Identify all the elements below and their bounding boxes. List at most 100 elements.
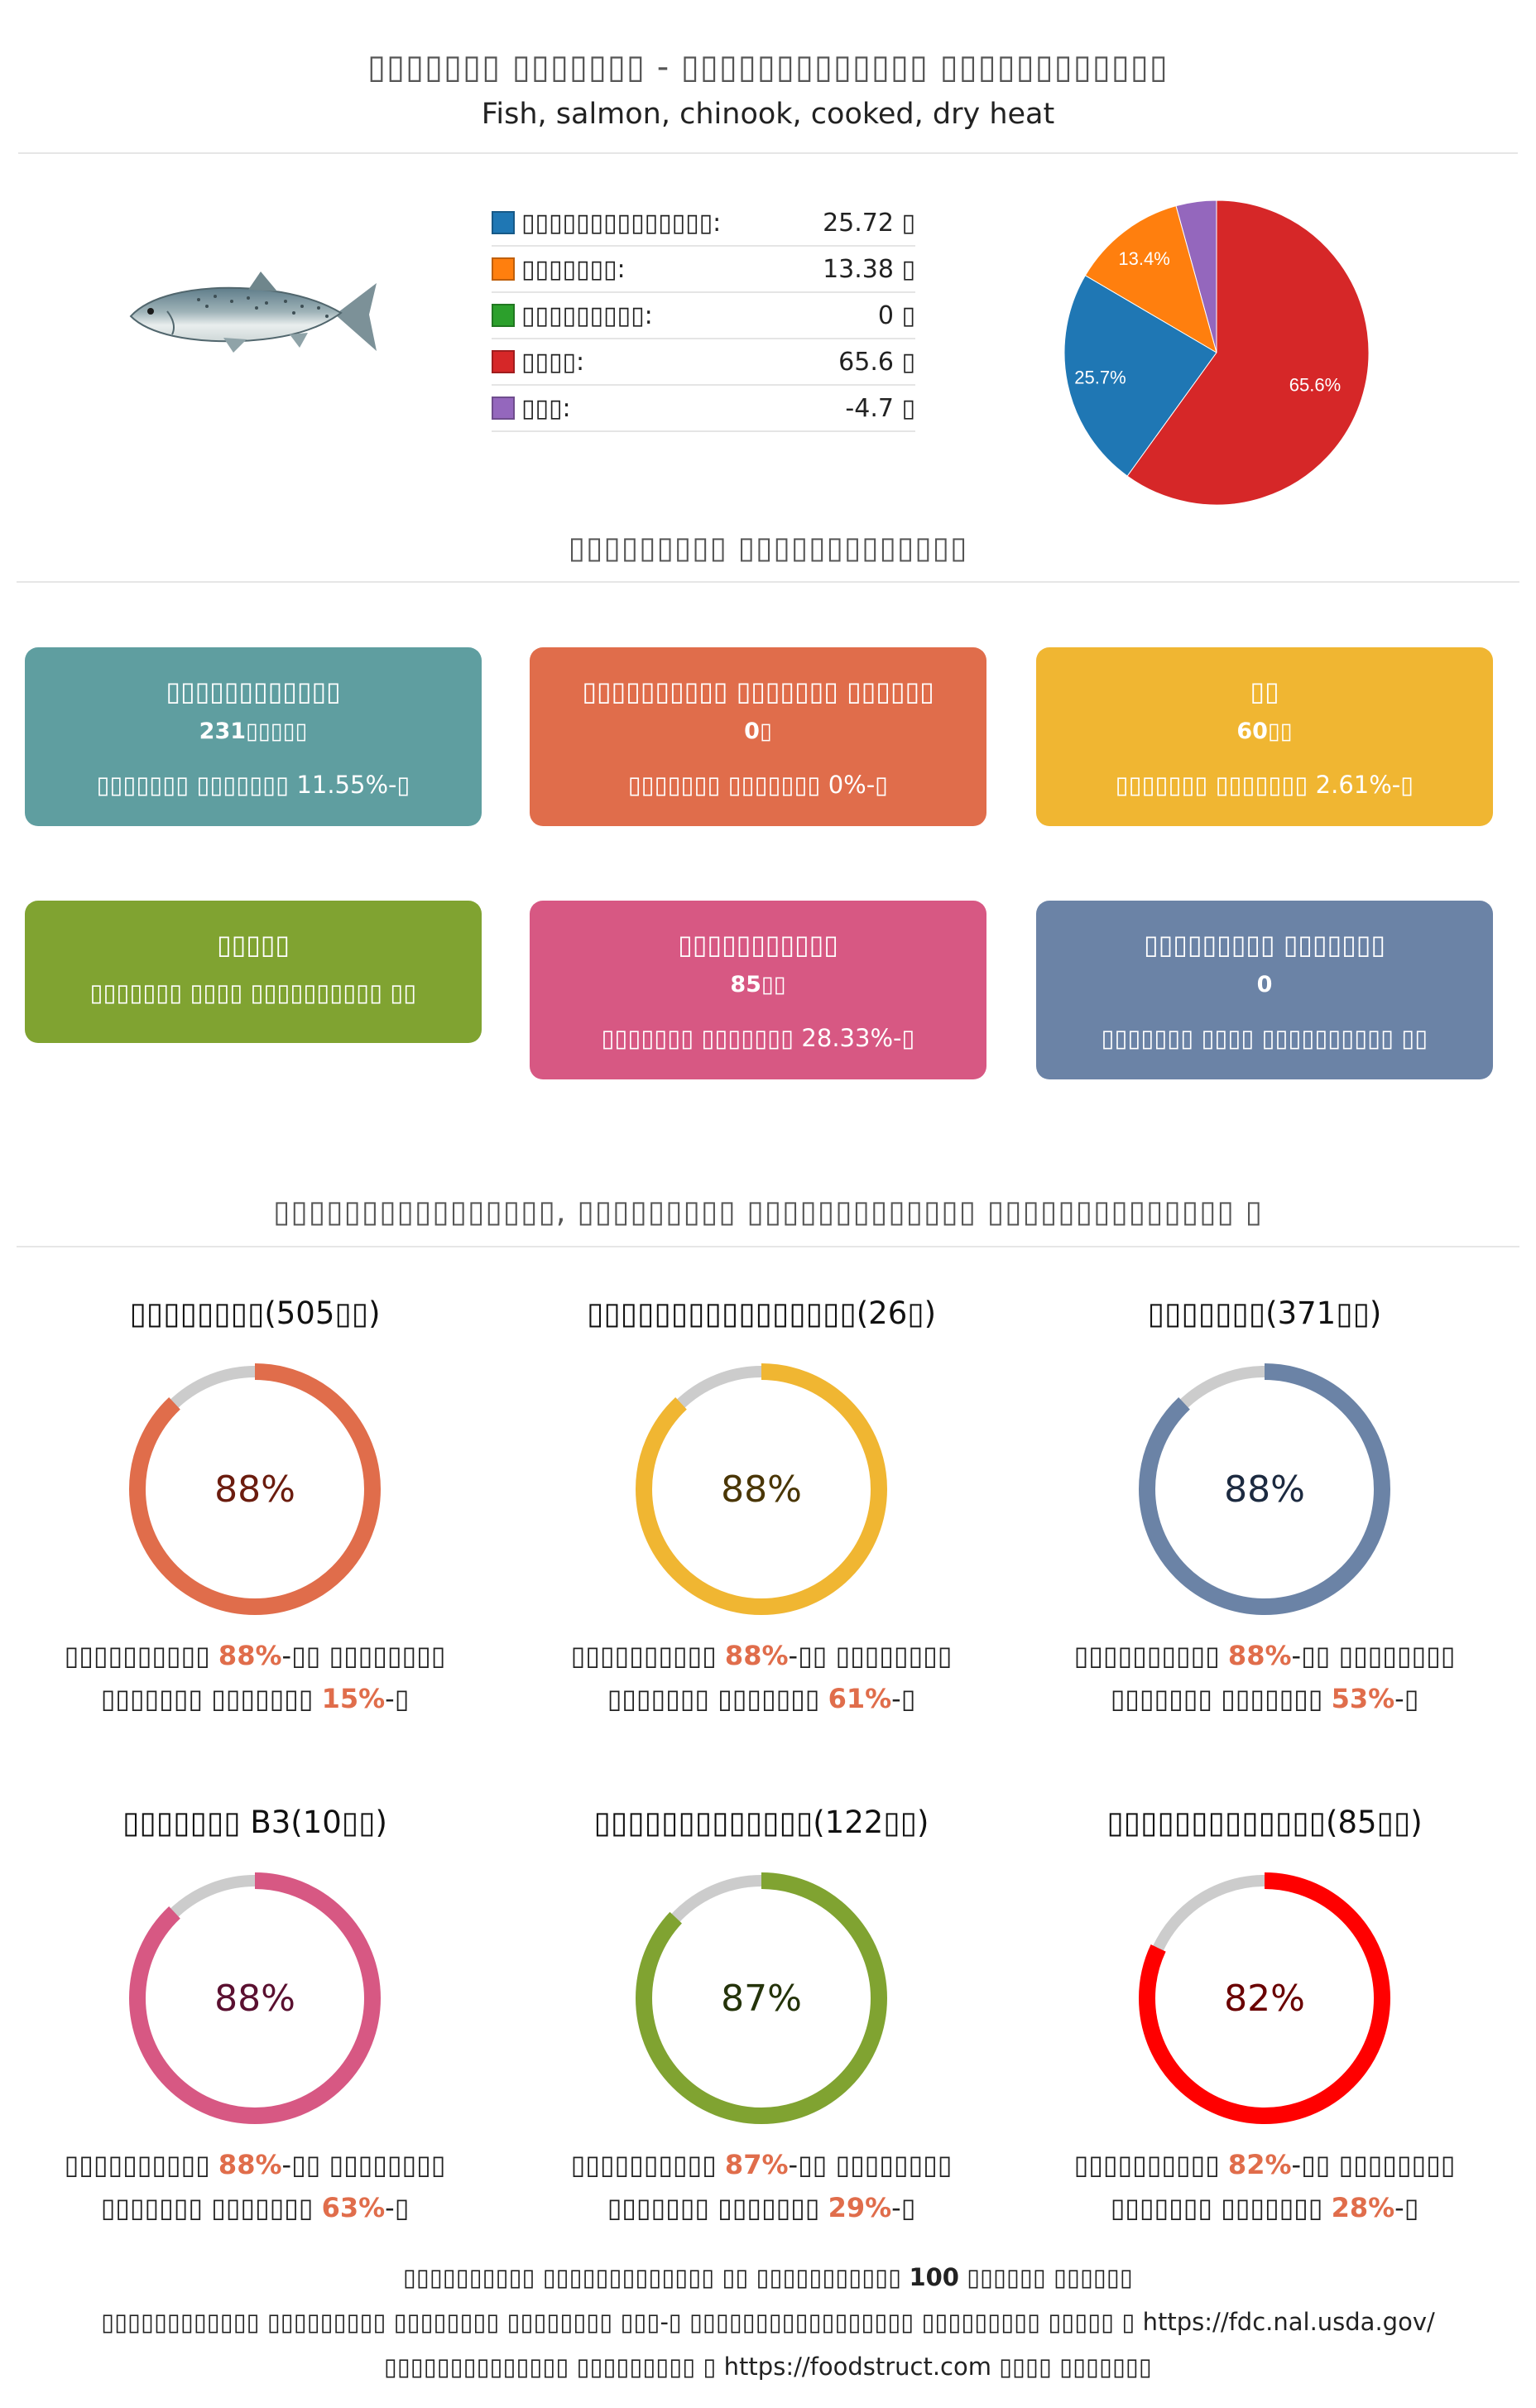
legend-value: 25.72 ▯	[823, 208, 915, 238]
note-text: ▯▯▯▯▯▯▯ ▯▯▯▯▯▯▯	[100, 1683, 322, 1714]
ring-percent: 88%	[1224, 1468, 1305, 1511]
note-daily-percent: 15%	[321, 1683, 386, 1714]
note-text: -▯	[385, 1683, 410, 1714]
mineral-block: ▯▯▯▯▯▯▯▯▯▯▯▯▯▯▯▯(26▯) 88% ▯▯▯▯▯▯▯▯▯▯ 88%-▯…	[513, 1295, 1010, 1720]
legend-value: 13.38 ▯	[823, 254, 915, 284]
note-daily-percent: 28%	[1331, 2192, 1395, 2223]
card-value: 60▯▯	[1236, 719, 1293, 744]
legend-value: 0 ▯	[877, 300, 915, 330]
percent-ring: 87%	[636, 1872, 887, 2124]
ring-percent: 88%	[214, 1978, 295, 2020]
card-note: ▯▯▯▯▯▯▯ ▯▯▯▯ ▯▯▯▯▯▯▯▯▯▯ ▯▯	[1101, 1024, 1428, 1052]
percent-ring: 88%	[1139, 1363, 1390, 1615]
ring-progress	[1139, 1363, 1390, 1615]
card-title: ▯▯▯▯▯	[216, 929, 290, 960]
mineral-note: ▯▯▯▯▯▯▯▯▯▯ 87%-▯▯ ▯▯▯▯▯▯▯▯ ▯▯▯▯▯▯▯ ▯▯▯▯▯▯…	[513, 2143, 1010, 2229]
macro-legend: ▯▯▯▯▯▯▯▯▯▯▯▯▯▯: 25.72 ▯ ▯▯▯▯▯▯▯: 13.38 ▯…	[492, 200, 915, 432]
nutrition-card: ▯▯▯▯▯ ▯▯▯▯▯▯▯ ▯▯▯▯ ▯▯▯▯▯▯▯▯▯▯ ▯▯	[25, 901, 482, 1043]
card-value: 0▯	[744, 719, 772, 744]
ring-progress	[1139, 1872, 1390, 2124]
legend-swatch	[492, 304, 515, 327]
ring-percent: 87%	[721, 1978, 802, 2020]
ring-progress	[129, 1872, 381, 2124]
note-text: -▯	[1394, 1683, 1419, 1714]
card-title: ▯▯▯▯▯▯▯▯▯▯▯▯	[166, 675, 341, 707]
legend-label: ▯▯▯▯▯▯▯▯▯▯▯▯▯▯:	[521, 208, 722, 238]
note-percent: 88%	[218, 2149, 282, 2180]
note-text: -▯▯ ▯▯▯▯▯▯▯▯	[1291, 1640, 1456, 1671]
note-text: -▯▯ ▯▯▯▯▯▯▯▯	[788, 1640, 953, 1671]
note-text: -▯▯ ▯▯▯▯▯▯▯▯	[788, 2149, 953, 2180]
note-text: ▯▯▯▯▯▯▯▯▯▯	[570, 2149, 725, 2180]
note-text: -▯▯ ▯▯▯▯▯▯▯▯	[281, 1640, 446, 1671]
note-text: ▯▯▯▯▯▯▯ ▯▯▯▯▯▯▯	[607, 1683, 828, 1714]
nutrition-card: ▯▯ 60▯▯ ▯▯▯▯▯▯▯ ▯▯▯▯▯▯▯ 2.61%-▯	[1036, 647, 1493, 826]
card-note: ▯▯▯▯▯▯▯ ▯▯▯▯▯▯▯ 28.33%-▯	[601, 1024, 915, 1052]
mineral-note: ▯▯▯▯▯▯▯▯▯▯ 88%-▯▯ ▯▯▯▯▯▯▯▯ ▯▯▯▯▯▯▯ ▯▯▯▯▯▯…	[7, 1634, 503, 1720]
note-text: -▯	[1394, 2192, 1419, 2223]
mineral-block: ▯▯▯▯▯▯▯▯▯▯▯▯▯(122▯▯) 87% ▯▯▯▯▯▯▯▯▯▯ 87%-▯▯…	[513, 1805, 1010, 2229]
pie-slice	[1126, 199, 1370, 506]
legend-label: ▯▯▯▯:	[521, 347, 585, 377]
mineral-title: ▯▯▯▯▯▯▯▯▯▯▯▯▯(122▯▯)	[593, 1805, 929, 1840]
legend-row-carbs: ▯▯▯▯▯▯▯▯▯: 0 ▯	[492, 293, 915, 339]
legend-label: ▯▯▯▯▯▯▯:	[521, 254, 626, 284]
note-text: -▯	[891, 2192, 916, 2223]
mineral-note: ▯▯▯▯▯▯▯▯▯▯ 82%-▯▯ ▯▯▯▯▯▯▯▯ ▯▯▯▯▯▯▯ ▯▯▯▯▯▯…	[1016, 2143, 1513, 2229]
pie-slice	[1063, 275, 1217, 477]
mineral-title: ▯▯▯▯▯▯▯▯▯▯▯▯▯(85▯▯)	[1106, 1805, 1423, 1840]
legend-value: 65.6 ▯	[838, 347, 915, 377]
note-text: -▯	[891, 1683, 916, 1714]
mineral-block: ▯▯▯▯▯▯▯ B3(10▯▯) 88% ▯▯▯▯▯▯▯▯▯▯ 88%-▯▯ ▯▯▯…	[7, 1805, 503, 2229]
note-text: ▯▯▯▯▯▯▯ ▯▯▯▯▯▯▯	[607, 2192, 828, 2223]
card-value: 231▯▯▯▯▯	[199, 719, 308, 744]
note-text: ▯▯▯▯▯▯▯ ▯▯▯▯▯▯▯	[100, 2192, 322, 2223]
note-daily-percent: 63%	[321, 2192, 386, 2223]
percent-ring: 88%	[129, 1363, 381, 1615]
card-value: 85▯▯	[730, 972, 786, 997]
nutrition-card: ▯▯▯▯▯▯▯▯▯▯▯ 85▯▯ ▯▯▯▯▯▯▯ ▯▯▯▯▯▯▯ 28.33%-▯	[530, 901, 986, 1079]
note-text: -▯	[385, 2192, 410, 2223]
card-title: ▯▯▯▯▯▯▯▯▯▯ ▯▯▯▯▯▯▯ ▯▯▯▯▯▯	[582, 675, 934, 707]
footer-text: ▯▯▯▯▯▯ ▯▯▯▯▯▯	[958, 2263, 1133, 2291]
legend-label: ▯▯▯:	[521, 393, 571, 423]
salmon-fish-image	[129, 272, 377, 353]
note-text: ▯▯▯▯▯▯▯▯▯▯	[570, 1640, 725, 1671]
mineral-note: ▯▯▯▯▯▯▯▯▯▯ 88%-▯▯ ▯▯▯▯▯▯▯▯ ▯▯▯▯▯▯▯ ▯▯▯▯▯▯…	[513, 1634, 1010, 1720]
footer-amount: 100	[909, 2263, 959, 2291]
note-percent: 88%	[724, 1640, 789, 1671]
legend-row-protein: ▯▯▯▯▯▯▯▯▯▯▯▯▯▯: 25.72 ▯	[492, 200, 915, 247]
note-daily-percent: 29%	[828, 2192, 892, 2223]
pie-slice-label: 65.6%	[1289, 375, 1341, 396]
note-percent: 87%	[724, 2149, 789, 2180]
footer-text: ▯▯▯▯▯▯▯▯▯▯ ▯▯▯▯▯▯▯▯▯▯▯▯▯ ▯▯ ▯▯▯▯▯▯▯▯▯▯▯	[403, 2263, 910, 2291]
legend-row-fat: ▯▯▯▯▯▯▯: 13.38 ▯	[492, 247, 915, 293]
ring-percent: 88%	[214, 1468, 295, 1511]
card-note: ▯▯▯▯▯▯▯ ▯▯▯▯▯▯▯ 11.55%-▯	[96, 771, 410, 799]
percent-ring: 82%	[1139, 1872, 1390, 2124]
divider	[17, 1246, 1519, 1247]
note-text: ▯▯▯▯▯▯▯ ▯▯▯▯▯▯▯	[1110, 1683, 1332, 1714]
pie-slice-label: 25.7%	[1074, 368, 1126, 388]
ring-percent: 88%	[721, 1468, 802, 1511]
mineral-title: ▯▯▯▯▯▯▯▯(505▯▯)	[129, 1295, 381, 1331]
page-subtitle: Fish, salmon, chinook, cooked, dry heat	[481, 98, 1055, 131]
card-value: 0	[1256, 972, 1273, 997]
mineral-block: ▯▯▯▯▯▯▯(371▯▯) 88% ▯▯▯▯▯▯▯▯▯▯ 88%-▯▯ ▯▯▯▯▯…	[1016, 1295, 1513, 1720]
ring-percent: 82%	[1224, 1978, 1305, 2020]
note-daily-percent: 53%	[1331, 1683, 1395, 1714]
ring-progress	[636, 1363, 887, 1615]
footer-source-usda: ▯▯▯▯▯▯▯▯▯▯▯▯ ▯▯▯▯▯▯▯▯▯ ▯▯▯▯▯▯▯▯ ▯▯▯▯▯▯▯▯…	[101, 2308, 1435, 2336]
footer-source-foodstruct: ▯▯▯▯▯▯▯▯▯▯▯▯▯▯ ▯▯▯▯▯▯▯▯▯ ▯ https://foods…	[384, 2353, 1152, 2381]
legend-row-other: ▯▯▯: -4.7 ▯	[492, 386, 915, 432]
legend-row-water: ▯▯▯▯: 65.6 ▯	[492, 339, 915, 386]
divider	[17, 581, 1519, 583]
ring-progress	[129, 1363, 381, 1615]
macro-pie-chart: 13.4% 25.7% 65.6%	[1063, 199, 1370, 506]
card-note: ▯▯▯▯▯▯▯ ▯▯▯▯▯▯▯ 2.61%-▯	[1115, 771, 1414, 799]
card-note: ▯▯▯▯▯▯▯ ▯▯▯▯▯▯▯ 0%-▯	[627, 771, 889, 799]
note-text: ▯▯▯▯▯▯▯▯▯▯	[64, 2149, 218, 2180]
note-text: -▯▯ ▯▯▯▯▯▯▯▯	[1291, 2149, 1456, 2180]
nutrition-card: ▯▯▯▯▯▯▯▯▯▯▯▯ 231▯▯▯▯▯ ▯▯▯▯▯▯▯ ▯▯▯▯▯▯▯ 11.5…	[25, 647, 482, 826]
legend-swatch	[492, 211, 515, 234]
